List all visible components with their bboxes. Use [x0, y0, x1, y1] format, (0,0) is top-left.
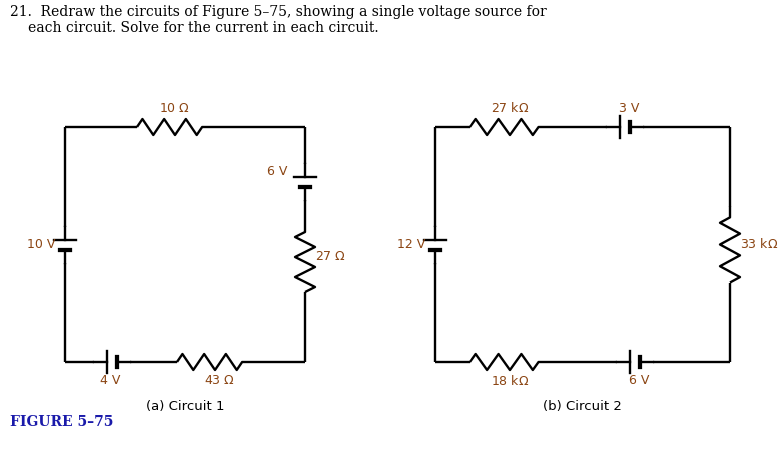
- Text: 27 $\Omega$: 27 $\Omega$: [315, 250, 346, 263]
- Text: each circuit. Solve for the current in each circuit.: each circuit. Solve for the current in e…: [28, 21, 379, 35]
- Text: 12 V: 12 V: [397, 238, 425, 251]
- Text: 33 k$\Omega$: 33 k$\Omega$: [740, 238, 778, 252]
- Text: FIGURE 5–75: FIGURE 5–75: [10, 415, 114, 429]
- Text: 18 k$\Omega$: 18 k$\Omega$: [491, 374, 529, 388]
- Text: 43 $\Omega$: 43 $\Omega$: [205, 374, 236, 387]
- Text: 6 V: 6 V: [267, 165, 287, 178]
- Text: (a) Circuit 1: (a) Circuit 1: [145, 400, 224, 413]
- Text: 21.  Redraw the circuits of Figure 5–75, showing a single voltage source for: 21. Redraw the circuits of Figure 5–75, …: [10, 5, 547, 19]
- Text: 4 V: 4 V: [100, 374, 120, 387]
- Text: 3 V: 3 V: [619, 102, 640, 115]
- Text: 27 k$\Omega$: 27 k$\Omega$: [491, 101, 529, 115]
- Text: 10 V: 10 V: [26, 238, 55, 251]
- Text: (b) Circuit 2: (b) Circuit 2: [543, 400, 622, 413]
- Text: 6 V: 6 V: [629, 374, 649, 387]
- Text: 10 $\Omega$: 10 $\Omega$: [159, 102, 191, 115]
